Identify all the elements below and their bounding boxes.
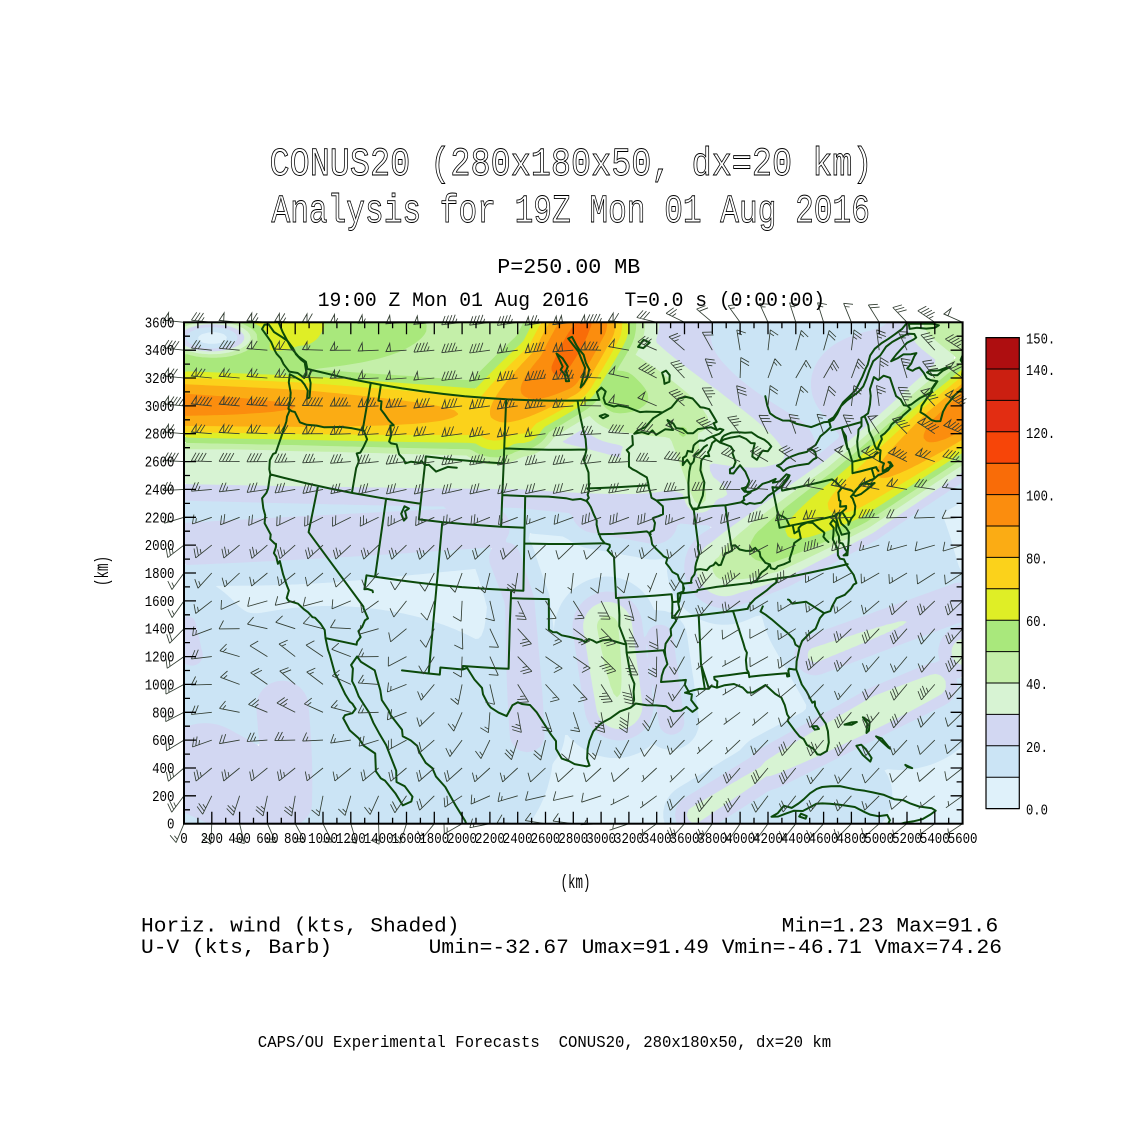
svg-text:4000: 4000 bbox=[725, 831, 755, 848]
svg-text:600: 600 bbox=[256, 831, 278, 848]
svg-text:2400: 2400 bbox=[145, 482, 175, 499]
svg-text:200: 200 bbox=[152, 789, 174, 806]
svg-text:1800: 1800 bbox=[145, 566, 175, 583]
svg-text:0: 0 bbox=[167, 817, 175, 834]
svg-text:2800: 2800 bbox=[558, 831, 588, 848]
svg-text:2800: 2800 bbox=[145, 427, 175, 444]
svg-text:Min=1.23 Max=91.6: Min=1.23 Max=91.6 bbox=[782, 916, 999, 939]
svg-text:(km): (km) bbox=[93, 556, 114, 586]
svg-text:4800: 4800 bbox=[836, 831, 866, 848]
svg-text:20.: 20. bbox=[1026, 740, 1048, 757]
svg-text:4200: 4200 bbox=[753, 831, 783, 848]
svg-text:2200: 2200 bbox=[145, 510, 175, 527]
svg-text:1200: 1200 bbox=[145, 650, 175, 667]
svg-text:60.: 60. bbox=[1026, 614, 1048, 631]
svg-text:120.: 120. bbox=[1026, 426, 1055, 443]
svg-text:3200: 3200 bbox=[614, 831, 644, 848]
svg-text:1400: 1400 bbox=[364, 831, 394, 848]
svg-text:3000: 3000 bbox=[586, 831, 616, 848]
svg-text:3000: 3000 bbox=[145, 399, 175, 416]
svg-text:0.0: 0.0 bbox=[1026, 803, 1048, 820]
svg-text:Horiz. wind (kts, Shaded): Horiz. wind (kts, Shaded) bbox=[141, 916, 459, 939]
svg-text:1200: 1200 bbox=[336, 831, 366, 848]
svg-text:2000: 2000 bbox=[145, 538, 175, 555]
svg-text:200: 200 bbox=[201, 831, 223, 848]
svg-text:140.: 140. bbox=[1026, 363, 1055, 380]
svg-text:5200: 5200 bbox=[892, 831, 922, 848]
svg-text:1800: 1800 bbox=[419, 831, 449, 848]
svg-text:CONUS20 (280x180x50, dx=20 km): CONUS20 (280x180x50, dx=20 km) bbox=[270, 143, 873, 188]
svg-text:5000: 5000 bbox=[864, 831, 894, 848]
svg-text:150.: 150. bbox=[1026, 332, 1055, 349]
svg-text:800: 800 bbox=[284, 831, 306, 848]
svg-text:3400: 3400 bbox=[642, 831, 672, 848]
svg-text:3600: 3600 bbox=[670, 831, 700, 848]
svg-text:400: 400 bbox=[152, 761, 174, 778]
svg-text:80.: 80. bbox=[1026, 551, 1048, 568]
svg-text:4600: 4600 bbox=[809, 831, 839, 848]
svg-text:1000: 1000 bbox=[308, 831, 338, 848]
svg-text:19:00 Z Mon 01 Aug 2016 T=0.: 19:00 Z Mon 01 Aug 2016 T=0.0 s (0:00:00… bbox=[318, 290, 825, 313]
svg-text:1400: 1400 bbox=[145, 622, 175, 639]
svg-text:Umin=-32.67 Umax=91.49 Vmin=-4: Umin=-32.67 Umax=91.49 Vmin=-46.71 Vmax=… bbox=[429, 937, 1002, 960]
svg-text:Analysis for 19Z Mon 01 Aug 20: Analysis for 19Z Mon 01 Aug 2016 bbox=[272, 190, 870, 235]
svg-text:600: 600 bbox=[152, 733, 174, 750]
svg-text:400: 400 bbox=[228, 831, 250, 848]
svg-text:2400: 2400 bbox=[503, 831, 533, 848]
svg-text:3400: 3400 bbox=[145, 343, 175, 360]
svg-text:2000: 2000 bbox=[447, 831, 477, 848]
svg-text:3800: 3800 bbox=[697, 831, 727, 848]
svg-text:(km): (km) bbox=[561, 872, 591, 894]
svg-text:CAPS/OU Experimental Forecasts: CAPS/OU Experimental Forecasts CONUS20, … bbox=[258, 1034, 831, 1053]
svg-text:100.: 100. bbox=[1026, 489, 1055, 506]
svg-text:2200: 2200 bbox=[475, 831, 505, 848]
svg-text:1000: 1000 bbox=[145, 677, 175, 694]
svg-text:4400: 4400 bbox=[781, 831, 811, 848]
svg-text:P=250.00 MB: P=250.00 MB bbox=[497, 257, 640, 280]
svg-text:0: 0 bbox=[180, 831, 188, 848]
svg-text:3600: 3600 bbox=[145, 315, 175, 332]
svg-text:5400: 5400 bbox=[920, 831, 950, 848]
svg-text:2600: 2600 bbox=[145, 455, 175, 472]
svg-text:3200: 3200 bbox=[145, 371, 175, 388]
svg-text:1600: 1600 bbox=[392, 831, 422, 848]
svg-text:2600: 2600 bbox=[531, 831, 561, 848]
svg-text:5600: 5600 bbox=[948, 831, 978, 848]
svg-text:40.: 40. bbox=[1026, 677, 1048, 694]
svg-text:U-V (kts, Barb): U-V (kts, Barb) bbox=[141, 937, 332, 960]
svg-text:800: 800 bbox=[152, 705, 174, 722]
svg-text:1600: 1600 bbox=[145, 594, 175, 611]
